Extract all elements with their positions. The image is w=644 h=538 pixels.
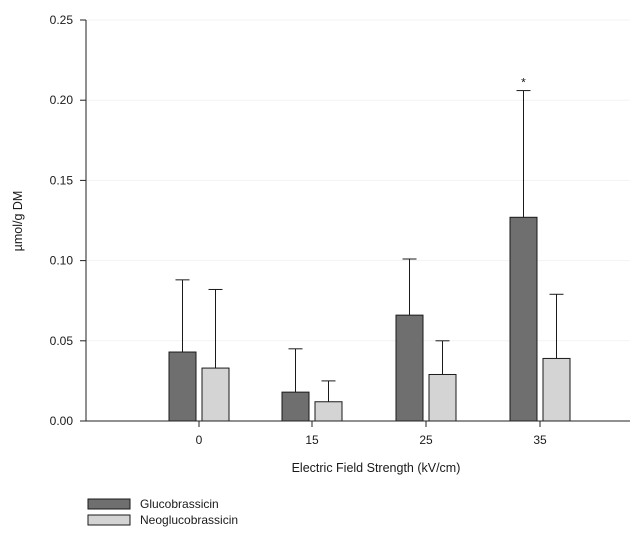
legend-swatch <box>87 498 131 510</box>
bar-neoglucobrassicin-35 <box>542 357 571 422</box>
annotations: * <box>521 76 526 90</box>
legend-swatch <box>87 514 131 526</box>
x-tick-label: 25 <box>419 433 433 447</box>
y-tick-label: 0.15 <box>50 173 74 187</box>
y-tick-label: 0.10 <box>50 254 74 268</box>
bar-neoglucobrassicin-25 <box>428 373 457 422</box>
bar-glucobrassicin-25 <box>395 314 424 422</box>
bar-glucobrassicin-15 <box>281 391 310 422</box>
x-tick-label: 35 <box>533 433 547 447</box>
legend: Glucobrassicin Neoglucobrassicin <box>87 497 238 527</box>
y-axis-title: µmol/g DM <box>11 191 25 252</box>
y-tick-label: 0.25 <box>50 13 74 27</box>
y-tick-label: 0.00 <box>50 414 74 428</box>
bar-neoglucobrassicin-15 <box>314 401 343 422</box>
y-tick-label: 0.20 <box>50 93 74 107</box>
x-tick-label: 15 <box>305 433 319 447</box>
legend-label: Glucobrassicin <box>140 497 219 511</box>
x-axis-ticks: 0 15 25 35 <box>196 421 547 447</box>
x-tick-label: 0 <box>196 433 203 447</box>
bar-neoglucobrassicin-0 <box>201 367 230 422</box>
bar-glucobrassicin-0 <box>168 351 197 422</box>
y-tick-label: 0.05 <box>50 334 74 348</box>
bar-glucobrassicin-35 <box>509 216 538 422</box>
x-axis-title: Electric Field Strength (kV/cm) <box>292 461 461 475</box>
bars <box>168 216 571 422</box>
legend-label: Neoglucobrassicin <box>140 513 238 527</box>
error-bars <box>175 90 564 402</box>
y-axis-ticks: 0.00 0.05 0.10 0.15 0.20 0.25 <box>50 13 86 428</box>
significance-marker: * <box>521 76 526 90</box>
gridlines <box>86 19 630 342</box>
